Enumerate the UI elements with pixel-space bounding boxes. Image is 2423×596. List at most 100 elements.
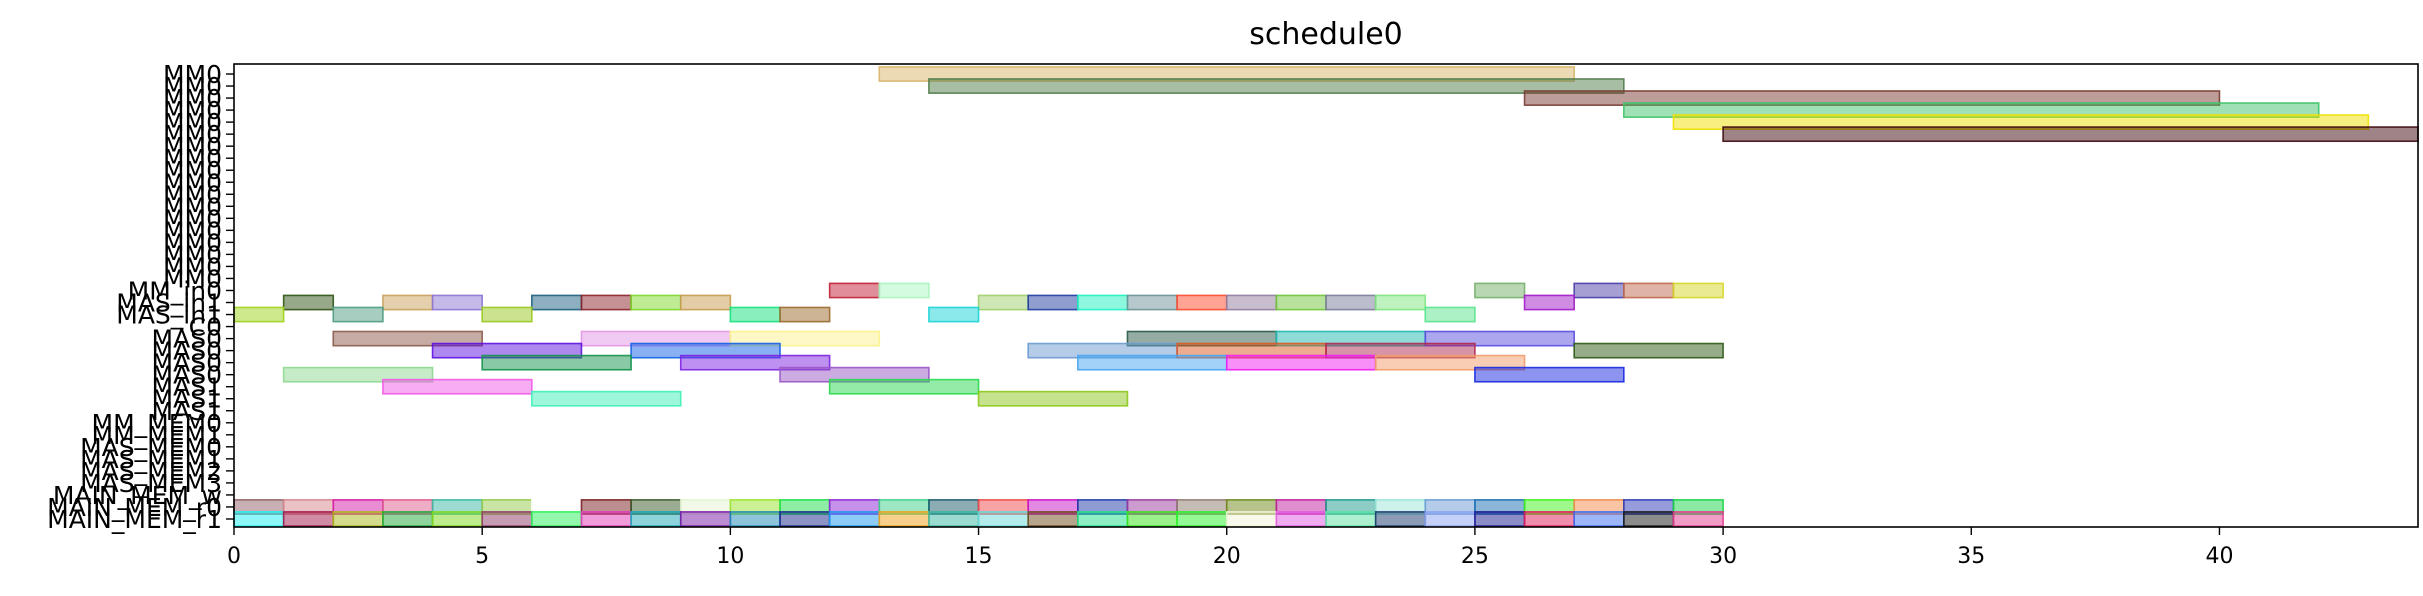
schedule-bar [729,511,781,527]
schedule-bar [679,294,732,311]
schedule-bar [382,511,434,527]
schedule-bar [779,306,831,323]
y-tick-label: MM_in0 [128,276,222,305]
y-tick-label: MAS_MEM0 [80,433,222,462]
y-tick-label: MAS1 [152,397,222,426]
schedule-bar [1424,511,1476,527]
schedule-bar [531,511,583,527]
schedule-bar [1225,294,1278,311]
y-tick-label: MM0 [163,156,222,185]
schedule-bar [878,511,930,527]
x-axis: 0 5 10 15 20 25 30 35 40 [227,527,2233,569]
x-tick-label: 30 [1709,544,1737,569]
schedule-bar [1523,511,1575,527]
x-tick-label: 40 [2205,544,2233,569]
x-tick-label: 10 [716,544,744,569]
y-tick-label: MM0 [163,228,222,257]
schedule-bar [382,378,533,395]
y-tick-label: MM0 [163,240,222,269]
y-tick-label: MAS0 [152,361,222,390]
y-tick-label: MAS1 [152,385,222,414]
schedule-bar [1027,294,1079,311]
x-tick-label: 35 [1957,544,1985,569]
schedule-bar [1275,511,1327,527]
schedule-bar [779,511,831,527]
y-tick-label: MM0 [163,96,222,125]
schedule-bar [1126,294,1178,311]
y-tick-label: MM0 [163,180,222,209]
x-tick-label: 25 [1461,544,1489,569]
schedule-bar [1225,511,1278,527]
y-tick-label: MAS0 [152,337,222,366]
schedule-bar [828,282,881,299]
schedule-bar [1623,511,1675,527]
schedule-bar [1424,306,1476,323]
y-tick-label: MM0 [163,120,222,149]
schedule-bar [282,366,434,383]
schedule-bar [1672,282,1724,299]
y-tick-label: MAS0 [152,349,222,378]
schedule-bar [1374,294,1427,311]
schedule-bar [481,354,632,371]
y-tick-label: MAIN_MEM_w [53,481,222,510]
y-tick-label: C0 [189,313,222,342]
schedule-bar [1573,511,1625,527]
schedule-bar [382,294,434,311]
x-tick-label: 20 [1213,544,1241,569]
y-tick-label: MAS_in1 [116,289,222,318]
schedule-bar [531,390,682,407]
plot-frame [233,63,2419,528]
schedule-bar [282,511,335,527]
schedule-bar [828,378,980,395]
y-tick-label: MM0 [163,108,222,137]
schedule-bar [928,511,980,527]
bars-layer [233,66,2419,527]
schedule-bar [977,294,1029,311]
y-tick-label: MM0 [163,192,222,221]
y-tick-label: MAS_MEM1 [80,445,222,474]
y-tick-label: MM0 [163,60,222,89]
schedule-bar [1325,511,1377,527]
schedule-bar [729,306,781,323]
schedule-bar [233,511,285,527]
schedule-bar [1275,294,1327,311]
schedule-bar [1672,511,1724,527]
schedule-bar [679,354,831,371]
schedule-bar [580,511,632,527]
schedule-bar [1077,511,1129,527]
schedule-bar [1573,342,1724,359]
y-tick-label: MM0 [163,264,222,293]
schedule-bar [431,511,483,527]
schedule-bar [1176,294,1228,311]
schedule-bar [431,294,483,311]
x-tick-label: 15 [965,544,993,569]
y-tick-label: MM0 [163,216,222,245]
schedule-bar [928,78,1625,94]
schedule-bar [282,294,335,311]
schedule-bar [1126,511,1178,527]
schedule-bar [1523,294,1575,311]
schedule-bar [729,330,881,347]
schedule-bar [1374,354,1526,371]
y-tick-label: MAS0 [152,325,222,354]
schedule-bar [630,511,682,527]
y-tick-label: MAIN_MEM_r0 [47,493,222,522]
schedule-bar [1325,294,1377,311]
schedule-bar [1474,511,1526,527]
schedule-bar [679,511,732,527]
y-tick-label: MAS1 [152,373,222,402]
y-tick-label: MM0 [163,84,222,113]
schedule-bar [1474,366,1625,383]
schedule-bar [630,294,682,311]
y-tick-label: MM0 [163,252,222,281]
schedule-bar [1225,354,1377,371]
schedule-bar [580,294,632,311]
y-tick-label: MM0 [163,144,222,173]
schedule-bar [977,390,1129,407]
schedule-bar [332,330,483,347]
schedule-bar [828,511,881,527]
chart-title: schedule0 [1249,17,1403,52]
y-tick-label: MM0 [163,132,222,161]
